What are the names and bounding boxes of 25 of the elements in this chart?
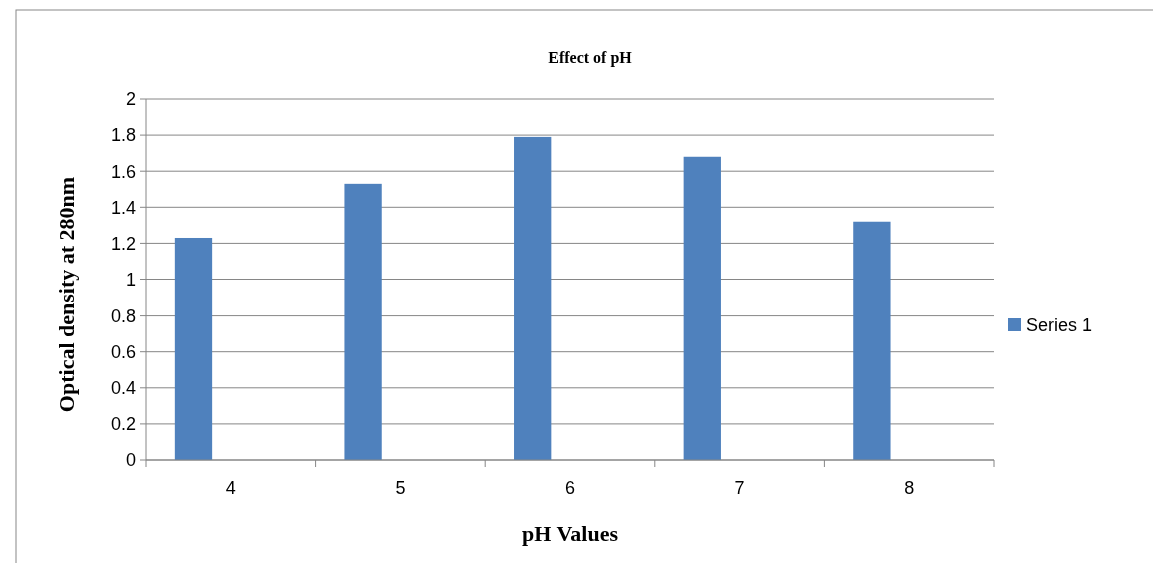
x-tick-label: 7 — [734, 478, 745, 498]
y-tick-label: 1.8 — [110, 125, 136, 146]
y-tick-label: 1 — [125, 269, 136, 290]
y-tick-label: 1.4 — [110, 197, 136, 218]
x-tick-label: 8 — [904, 478, 915, 498]
y-tick-label: 0.6 — [110, 342, 136, 362]
bar — [174, 237, 213, 460]
y-tick-label: 0.2 — [110, 414, 136, 435]
x-tick-label: 5 — [395, 478, 406, 498]
bar — [853, 221, 891, 460]
y-axis-title: Optical density at 280nm — [54, 176, 79, 413]
bar — [344, 183, 382, 460]
y-tick-label: 0 — [125, 450, 136, 471]
x-tick-label: 4 — [225, 478, 236, 498]
bar — [683, 156, 721, 460]
legend-label: Series 1 — [1026, 315, 1093, 336]
y-tick-label: 0.8 — [110, 305, 136, 326]
y-tick-label: 1.2 — [110, 233, 136, 254]
x-axis-title: pH Values — [522, 521, 619, 546]
y-tick-label: 1.6 — [110, 161, 136, 182]
chart-title: Effect of pH — [548, 49, 633, 67]
y-tick-label: 2 — [125, 89, 136, 110]
bar — [514, 136, 552, 460]
x-tick-label: 6 — [564, 478, 576, 498]
y-tick-label: 0.4 — [110, 378, 136, 399]
